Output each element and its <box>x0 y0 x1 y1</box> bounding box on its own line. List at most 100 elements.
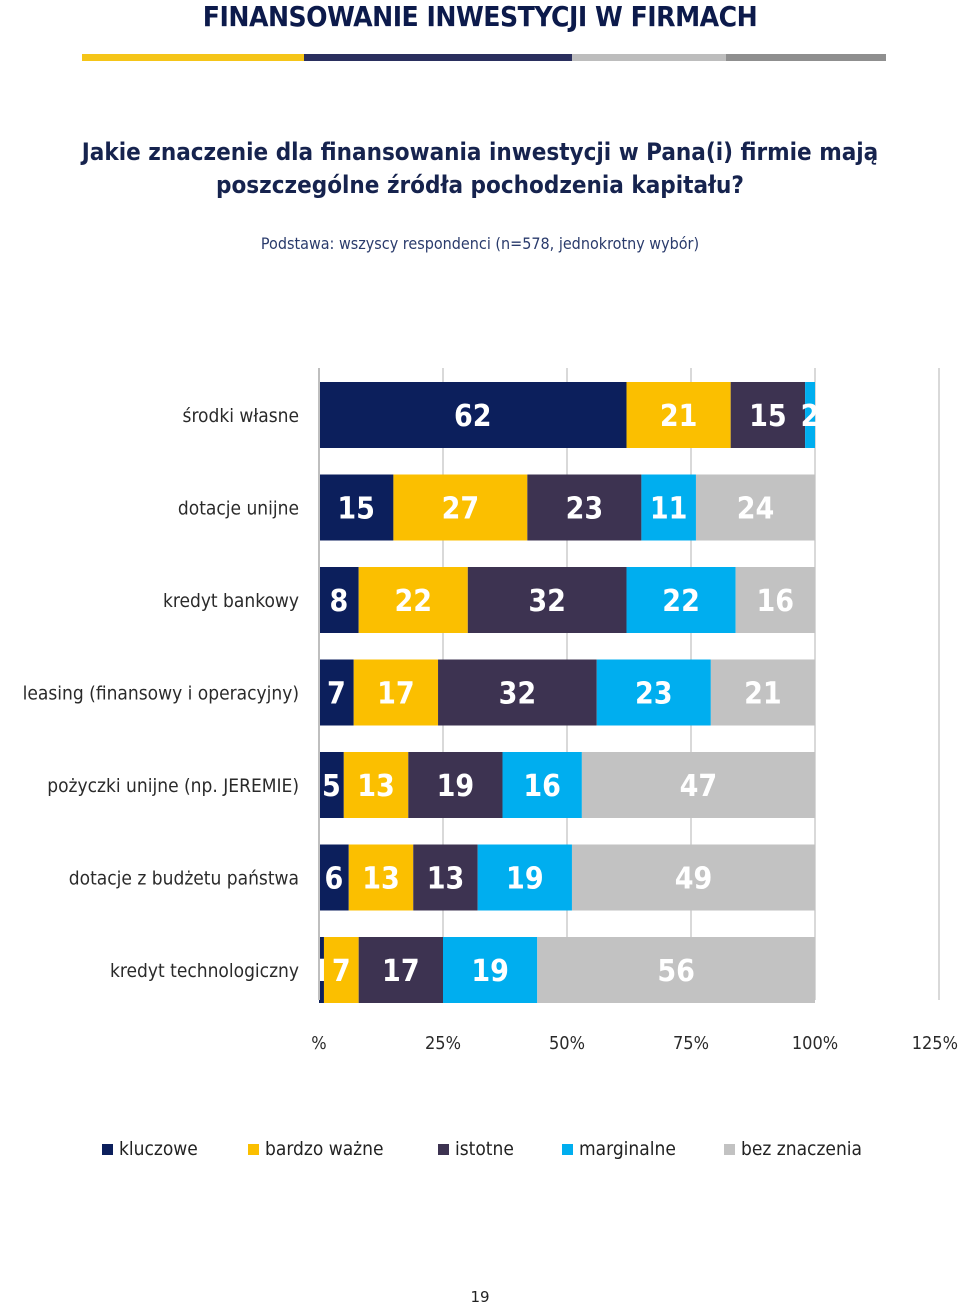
page-header-title: FINANSOWANIE INWESTYCJI W FIRMACH <box>202 0 758 33</box>
data-label-5-0: 6 <box>324 862 343 897</box>
data-label-6-2: 17 <box>382 954 420 989</box>
data-label-5-2: 13 <box>427 862 465 897</box>
data-label-5-3: 19 <box>506 862 544 897</box>
bar-segment-4-1 <box>343 752 409 818</box>
legend-label-marginalne: marginalne <box>579 1138 676 1160</box>
header-stripe-yellow <box>82 54 304 61</box>
data-label-0-1: 21 <box>660 399 698 434</box>
data-label-2-2: 32 <box>528 584 566 619</box>
bar-segment-0-0 <box>319 382 627 448</box>
chart-legend: kluczowe bardzo ważne istotne marginalne… <box>0 1136 960 1162</box>
data-label-1-3: 11 <box>650 492 688 527</box>
category-label-2: kredyt bankowy <box>163 590 299 612</box>
category-label-5: dotacje z budżetu państwa <box>69 868 299 890</box>
bar-segment-0-2 <box>730 382 806 448</box>
data-label-1-0: 15 <box>337 492 375 527</box>
bar-segment-1-2 <box>527 474 642 541</box>
data-label-1-2: 23 <box>566 492 604 527</box>
legend-label-bez-znaczenia: bez znaczenia <box>741 1138 863 1160</box>
bar-segment-1-4 <box>695 474 815 541</box>
legend-swatch-bardzo-wazne <box>248 1143 259 1155</box>
x-tick-label-0: % <box>311 1033 326 1054</box>
legend-item-istotne: istotne <box>438 1136 514 1162</box>
category-label-4: pożyczki unijne (np. JEREMIE) <box>47 775 299 797</box>
bar-segment-5-1 <box>348 844 414 911</box>
legend-item-bez-znaczenia: bez znaczenia <box>724 1136 862 1162</box>
data-label-5-4: 49 <box>675 862 713 897</box>
data-label-3-3: 23 <box>635 677 673 712</box>
legend-item-bardzo-wazne: bardzo ważne <box>248 1136 384 1162</box>
bar-segment-5-3 <box>477 844 572 911</box>
data-label-4-2: 19 <box>437 769 475 804</box>
legend-item-marginalne: marginalne <box>562 1136 676 1162</box>
question-line-1: Jakie znaczenie dla finansowania inwesty… <box>81 138 879 166</box>
bar-segment-0-1 <box>626 382 731 448</box>
bar-segment-3-0 <box>319 659 354 726</box>
bar-segment-4-4 <box>581 752 815 818</box>
bar-segment-6-3 <box>443 937 538 1003</box>
data-label-1-4: 24 <box>737 492 775 527</box>
data-label-1-1: 27 <box>442 492 480 527</box>
data-label-2-1: 22 <box>394 584 432 619</box>
data-label-6-4: 56 <box>657 954 695 989</box>
data-label-2-0: 8 <box>329 584 348 619</box>
x-tick-label-50: 50% <box>549 1033 585 1054</box>
data-label-6-3: 19 <box>471 954 509 989</box>
bar-segment-3-1 <box>353 659 439 726</box>
data-label-2-3: 22 <box>662 584 700 619</box>
legend-label-kluczowe: kluczowe <box>119 1138 198 1160</box>
legend-item-kluczowe: kluczowe <box>102 1136 198 1162</box>
header-stripe-gray <box>726 54 886 61</box>
category-label-3: leasing (finansowy i operacyjny) <box>23 683 299 705</box>
data-label-0-2: 15 <box>749 399 787 434</box>
data-label-2-4: 16 <box>757 584 795 619</box>
legend-swatch-marginalne <box>562 1143 573 1155</box>
stacked-bar-chart: 62 21 15 2 środki własne 15 27 23 11 24 dotacje un… <box>23 368 958 1054</box>
legend-swatch-istotne <box>438 1143 449 1155</box>
legend-label-istotne: istotne <box>455 1138 514 1160</box>
legend-label-bardzo-wazne: bardzo ważne <box>265 1138 384 1160</box>
bar-segment-1-0 <box>319 474 394 541</box>
bar-segment-0-3 <box>805 382 815 448</box>
data-label-0-0: 62 <box>454 399 492 434</box>
bar-segment-2-3 <box>626 567 736 633</box>
header-stripe-lightgray <box>572 54 726 61</box>
bar-segment-4-2 <box>408 752 503 818</box>
bar-segment-2-4 <box>735 567 815 633</box>
legend-swatch-kluczowe <box>102 1143 113 1155</box>
data-label-3-2: 32 <box>499 677 537 712</box>
bar-segment-5-4 <box>571 844 815 911</box>
data-label-3-4: 21 <box>744 677 782 712</box>
bar-segment-5-2 <box>413 844 478 911</box>
bar-segment-6-0 <box>319 937 324 1003</box>
bar-segment-5-0 <box>319 844 349 911</box>
data-label-4-1: 13 <box>357 769 395 804</box>
category-label-1: dotacje unijne <box>178 498 299 520</box>
x-tick-label-75: 75% <box>673 1033 709 1054</box>
bar-segment-6-4 <box>537 937 815 1003</box>
bar-segment-4-0 <box>319 752 344 818</box>
bar-segment-3-2 <box>438 659 597 726</box>
bar-segment-4-3 <box>502 752 582 818</box>
data-label-5-1: 13 <box>362 862 400 897</box>
question-line-2: poszczególne źródła pochodzenia kapitału… <box>216 171 744 199</box>
data-label-3-1: 17 <box>377 677 415 712</box>
bar-segment-6-2 <box>358 937 443 1003</box>
x-tick-label-25: 25% <box>425 1033 461 1054</box>
data-label-0-3: 2 <box>801 399 820 434</box>
data-label-6-1: 7 <box>332 954 351 989</box>
bar-segment-2-2 <box>467 567 627 633</box>
category-label-6: kredyt technologiczny <box>110 960 299 982</box>
data-label-4-3: 16 <box>523 769 561 804</box>
bar-segment-1-1 <box>393 474 528 541</box>
data-label-4-0: 5 <box>322 769 341 804</box>
bar-segment-2-0 <box>319 567 359 633</box>
bar-segment-3-4 <box>710 659 815 726</box>
bar-segment-1-3 <box>641 474 696 541</box>
question-base-note: Podstawa: wszyscy respondenci (n=578, je… <box>260 234 700 253</box>
legend-swatch-bez-znaczenia <box>724 1143 735 1155</box>
data-label-4-4: 47 <box>680 769 718 804</box>
question-title: Jakie znaczenie dla finansowania inwesty… <box>0 136 960 202</box>
bar-segment-6-1 <box>323 937 359 1003</box>
x-tick-label-125: 125% <box>912 1033 958 1054</box>
